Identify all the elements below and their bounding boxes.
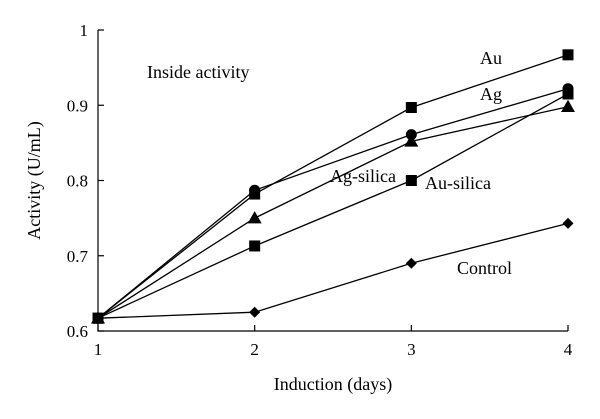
data-point-au_silica — [249, 240, 261, 252]
series-control — [92, 217, 574, 324]
y-tick-label: 1 — [80, 21, 89, 40]
x-tick-label: 4 — [564, 340, 573, 359]
series-line-ag_silica — [97, 106, 569, 319]
annotation-label: Ag-silica — [330, 166, 396, 186]
data-point-ag_silica — [404, 134, 419, 147]
y-tick-label: 0.8 — [67, 172, 88, 191]
data-point-ag_silica — [561, 99, 575, 113]
axes: 0.6 0.7 0.8 0.9 1 1 2 3 4 — [67, 21, 573, 359]
data-point-au_silica — [562, 88, 574, 100]
x-tick-label: 3 — [407, 340, 416, 359]
annotation-label: Control — [457, 258, 512, 278]
annotation-label: Inside activity — [147, 62, 249, 82]
data-point-ag — [249, 184, 261, 196]
data-point-control — [249, 306, 261, 318]
series-line-control — [97, 222, 569, 319]
annotation-label: Ag — [480, 84, 502, 104]
data-point-au_silica — [405, 175, 417, 186]
series-layer — [91, 49, 575, 324]
series-line-au_silica — [97, 93, 569, 319]
annotation-label: Au — [480, 48, 502, 68]
series-ag_silica — [91, 99, 575, 324]
y-tick-label: 0.7 — [67, 247, 89, 266]
x-axis-title: Induction (days) — [274, 374, 392, 395]
series-au_silica — [92, 88, 574, 324]
data-point-control — [92, 312, 104, 324]
x-tick-label: 1 — [94, 340, 103, 359]
data-point-control — [562, 217, 574, 229]
y-axis-title: Activity (U/mL) — [24, 121, 45, 239]
y-tick-label: 0.6 — [67, 322, 88, 341]
data-point-au — [405, 102, 417, 114]
x-tick-label: 2 — [250, 340, 259, 359]
series-line-ag — [97, 88, 569, 319]
data-point-ag_silica — [247, 211, 262, 224]
annotation-label: Au-silica — [425, 173, 491, 193]
series-line-au — [97, 54, 569, 319]
data-point-control — [405, 257, 417, 269]
annotation-layer: Inside activity Au Ag Ag-silica Au-silica Con… — [147, 48, 512, 278]
y-tick-label: 0.9 — [67, 96, 88, 115]
data-point-au — [562, 49, 574, 61]
